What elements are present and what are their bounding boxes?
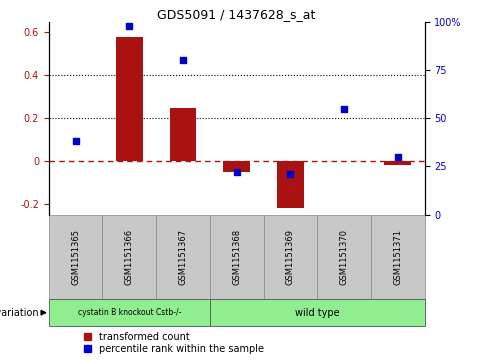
FancyBboxPatch shape [49,215,102,299]
FancyBboxPatch shape [264,215,317,299]
Bar [170,107,196,161]
Text: cystatin B knockout Cstb-/-: cystatin B knockout Cstb-/- [78,308,181,317]
Bar [277,161,304,208]
FancyBboxPatch shape [102,215,156,299]
Text: genotype/variation: genotype/variation [0,308,42,318]
Text: GSM1151369: GSM1151369 [286,229,295,285]
Bar [224,161,250,172]
FancyBboxPatch shape [371,215,425,299]
Text: wild type: wild type [295,308,340,318]
FancyBboxPatch shape [49,299,210,326]
Point [179,57,187,63]
FancyBboxPatch shape [156,215,210,299]
Point [125,23,133,29]
Text: GSM1151370: GSM1151370 [340,229,348,285]
Text: GSM1151367: GSM1151367 [179,229,187,285]
Text: GSM1151365: GSM1151365 [71,229,80,285]
Bar [116,37,142,161]
Point [340,106,348,111]
FancyBboxPatch shape [317,215,371,299]
FancyBboxPatch shape [210,215,264,299]
Text: GSM1151368: GSM1151368 [232,229,241,285]
Point [286,171,294,177]
Title: GDS5091 / 1437628_s_at: GDS5091 / 1437628_s_at [158,8,316,21]
Legend: transformed count, percentile rank within the sample: transformed count, percentile rank withi… [84,331,264,354]
Point [394,154,402,160]
Point [72,138,80,144]
FancyBboxPatch shape [210,299,425,326]
Text: GSM1151371: GSM1151371 [393,229,402,285]
Bar [385,161,411,166]
Text: GSM1151366: GSM1151366 [125,229,134,285]
Point [233,170,241,175]
